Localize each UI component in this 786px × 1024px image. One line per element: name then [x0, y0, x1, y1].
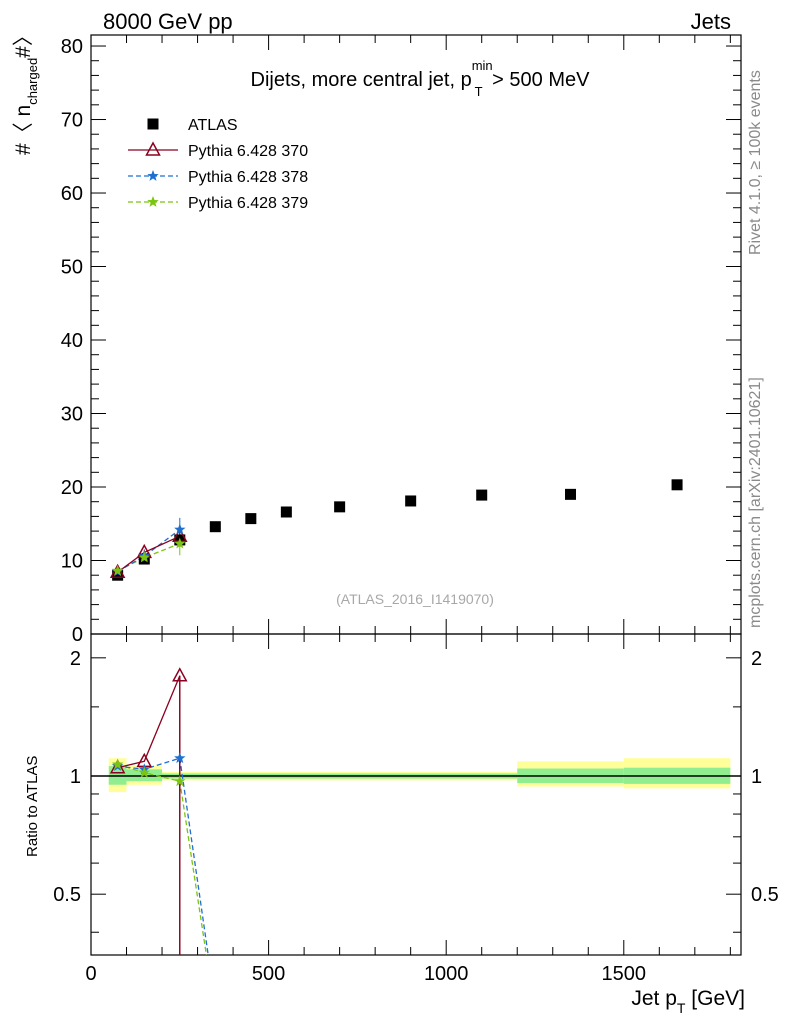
- ratio-y-tick-label: 2: [70, 648, 81, 670]
- main-series: [109, 479, 683, 581]
- legend-label: Pythia 6.428 378: [188, 169, 308, 186]
- main-y-tick-label: 30: [61, 404, 83, 426]
- ratio-point-p379: [174, 775, 186, 787]
- rivet-label: Rivet 4.1.0, ≥ 100k events: [747, 70, 764, 255]
- ratio-point-p379: [111, 758, 124, 770]
- ratio-y-tick-label-right: 0.5: [751, 884, 779, 906]
- legend-marker: [147, 118, 159, 130]
- ratio-point-p370: [109, 759, 126, 774]
- legend-label: Pythia 6.428 379: [188, 195, 308, 212]
- x-tick-label: 0: [85, 963, 96, 985]
- header-category: Jets: [691, 9, 731, 34]
- main-y-tick-label: 60: [61, 183, 83, 205]
- legend: ATLAS Pythia 6.428 370 Pythia 6.428 378 Pyt…: [128, 117, 308, 212]
- main-y-tick-label: 80: [61, 36, 83, 58]
- data-point-atlas: [405, 495, 417, 507]
- legend-marker: [147, 196, 159, 207]
- ratio-point-p379: [138, 766, 150, 778]
- data-point-atlas: [565, 488, 577, 500]
- main-y-tick-label: 0: [72, 624, 83, 646]
- ratio-line-p379: [117, 763, 208, 956]
- header-energy: 8000 GeV pp: [103, 9, 233, 34]
- data-point-p379: [174, 537, 186, 549]
- legend-label: Pythia 6.428 370: [188, 143, 308, 160]
- x-tick-label: 500: [252, 963, 285, 985]
- main-y-tick-label: 10: [61, 551, 83, 573]
- ratio-plot: Ratio to ATLAS Jet pT [GeV] 0.5 0.5 1 1 2 2 0 5…: [24, 633, 779, 1016]
- main-y-tick-label: 20: [61, 477, 83, 499]
- x-tick-label: 1000: [424, 963, 469, 985]
- ratio-uncertainty-bands: [91, 758, 741, 793]
- ratio-axis-ticks: 0.5 0.5 1 1 2 2 0 500 1000 1500: [53, 634, 779, 985]
- main-y-tick-label: 40: [61, 330, 83, 352]
- main-axis-ticks: 0 10 20 30 40 50 60 70 80: [61, 35, 741, 646]
- ratio-y-tick-label: 0.5: [53, 884, 81, 906]
- data-point-atlas: [671, 479, 683, 491]
- main-y-tick-label: 70: [61, 110, 83, 132]
- main-y-axis-label: #〈 ncharged#〉: [12, 25, 40, 155]
- ratio-plot-frame: [90, 633, 742, 956]
- data-point-atlas: [334, 501, 346, 513]
- analysis-watermark: (ATLAS_2016_I1419070): [336, 591, 494, 607]
- ratio-point-p370: [172, 667, 188, 682]
- data-point-atlas: [280, 506, 292, 518]
- data-point-p379: [111, 564, 124, 576]
- ratio-line-p378: [117, 757, 209, 956]
- ratio-line-p370: [117, 675, 181, 955]
- x-axis-label: Jet pT [GeV]: [631, 987, 745, 1016]
- ratio-y-tick-label: 1: [70, 766, 81, 788]
- data-point-p378: [174, 523, 186, 535]
- legend-marker: [145, 141, 161, 156]
- data-point-atlas: [245, 513, 257, 525]
- legend-marker: [147, 170, 159, 181]
- data-point-p379: [138, 551, 150, 563]
- main-plot-title: Dijets, more central jet, pmin T > 500 Me…: [251, 58, 591, 99]
- data-point-atlas: [209, 521, 221, 533]
- ratio-y-tick-label-right: 1: [751, 766, 762, 788]
- ratio-band-green: [126, 769, 163, 782]
- data-point-atlas: [476, 489, 488, 501]
- ratio-y-tick-label-right: 2: [751, 648, 762, 670]
- mcplots-label: mcplots.cern.ch [arXiv:2401.10621]: [747, 377, 764, 628]
- main-plot: Dijets, more central jet, pmin T > 500 Me…: [12, 25, 742, 646]
- ratio-y-axis-label: Ratio to ATLAS: [24, 756, 41, 857]
- x-tick-label: 1500: [602, 963, 647, 985]
- ratio-point-p378: [174, 752, 186, 764]
- data-point-atlas: [112, 569, 124, 581]
- ratio-series: [109, 667, 209, 956]
- main-y-tick-label: 50: [61, 257, 83, 279]
- legend-label: ATLAS: [188, 117, 238, 134]
